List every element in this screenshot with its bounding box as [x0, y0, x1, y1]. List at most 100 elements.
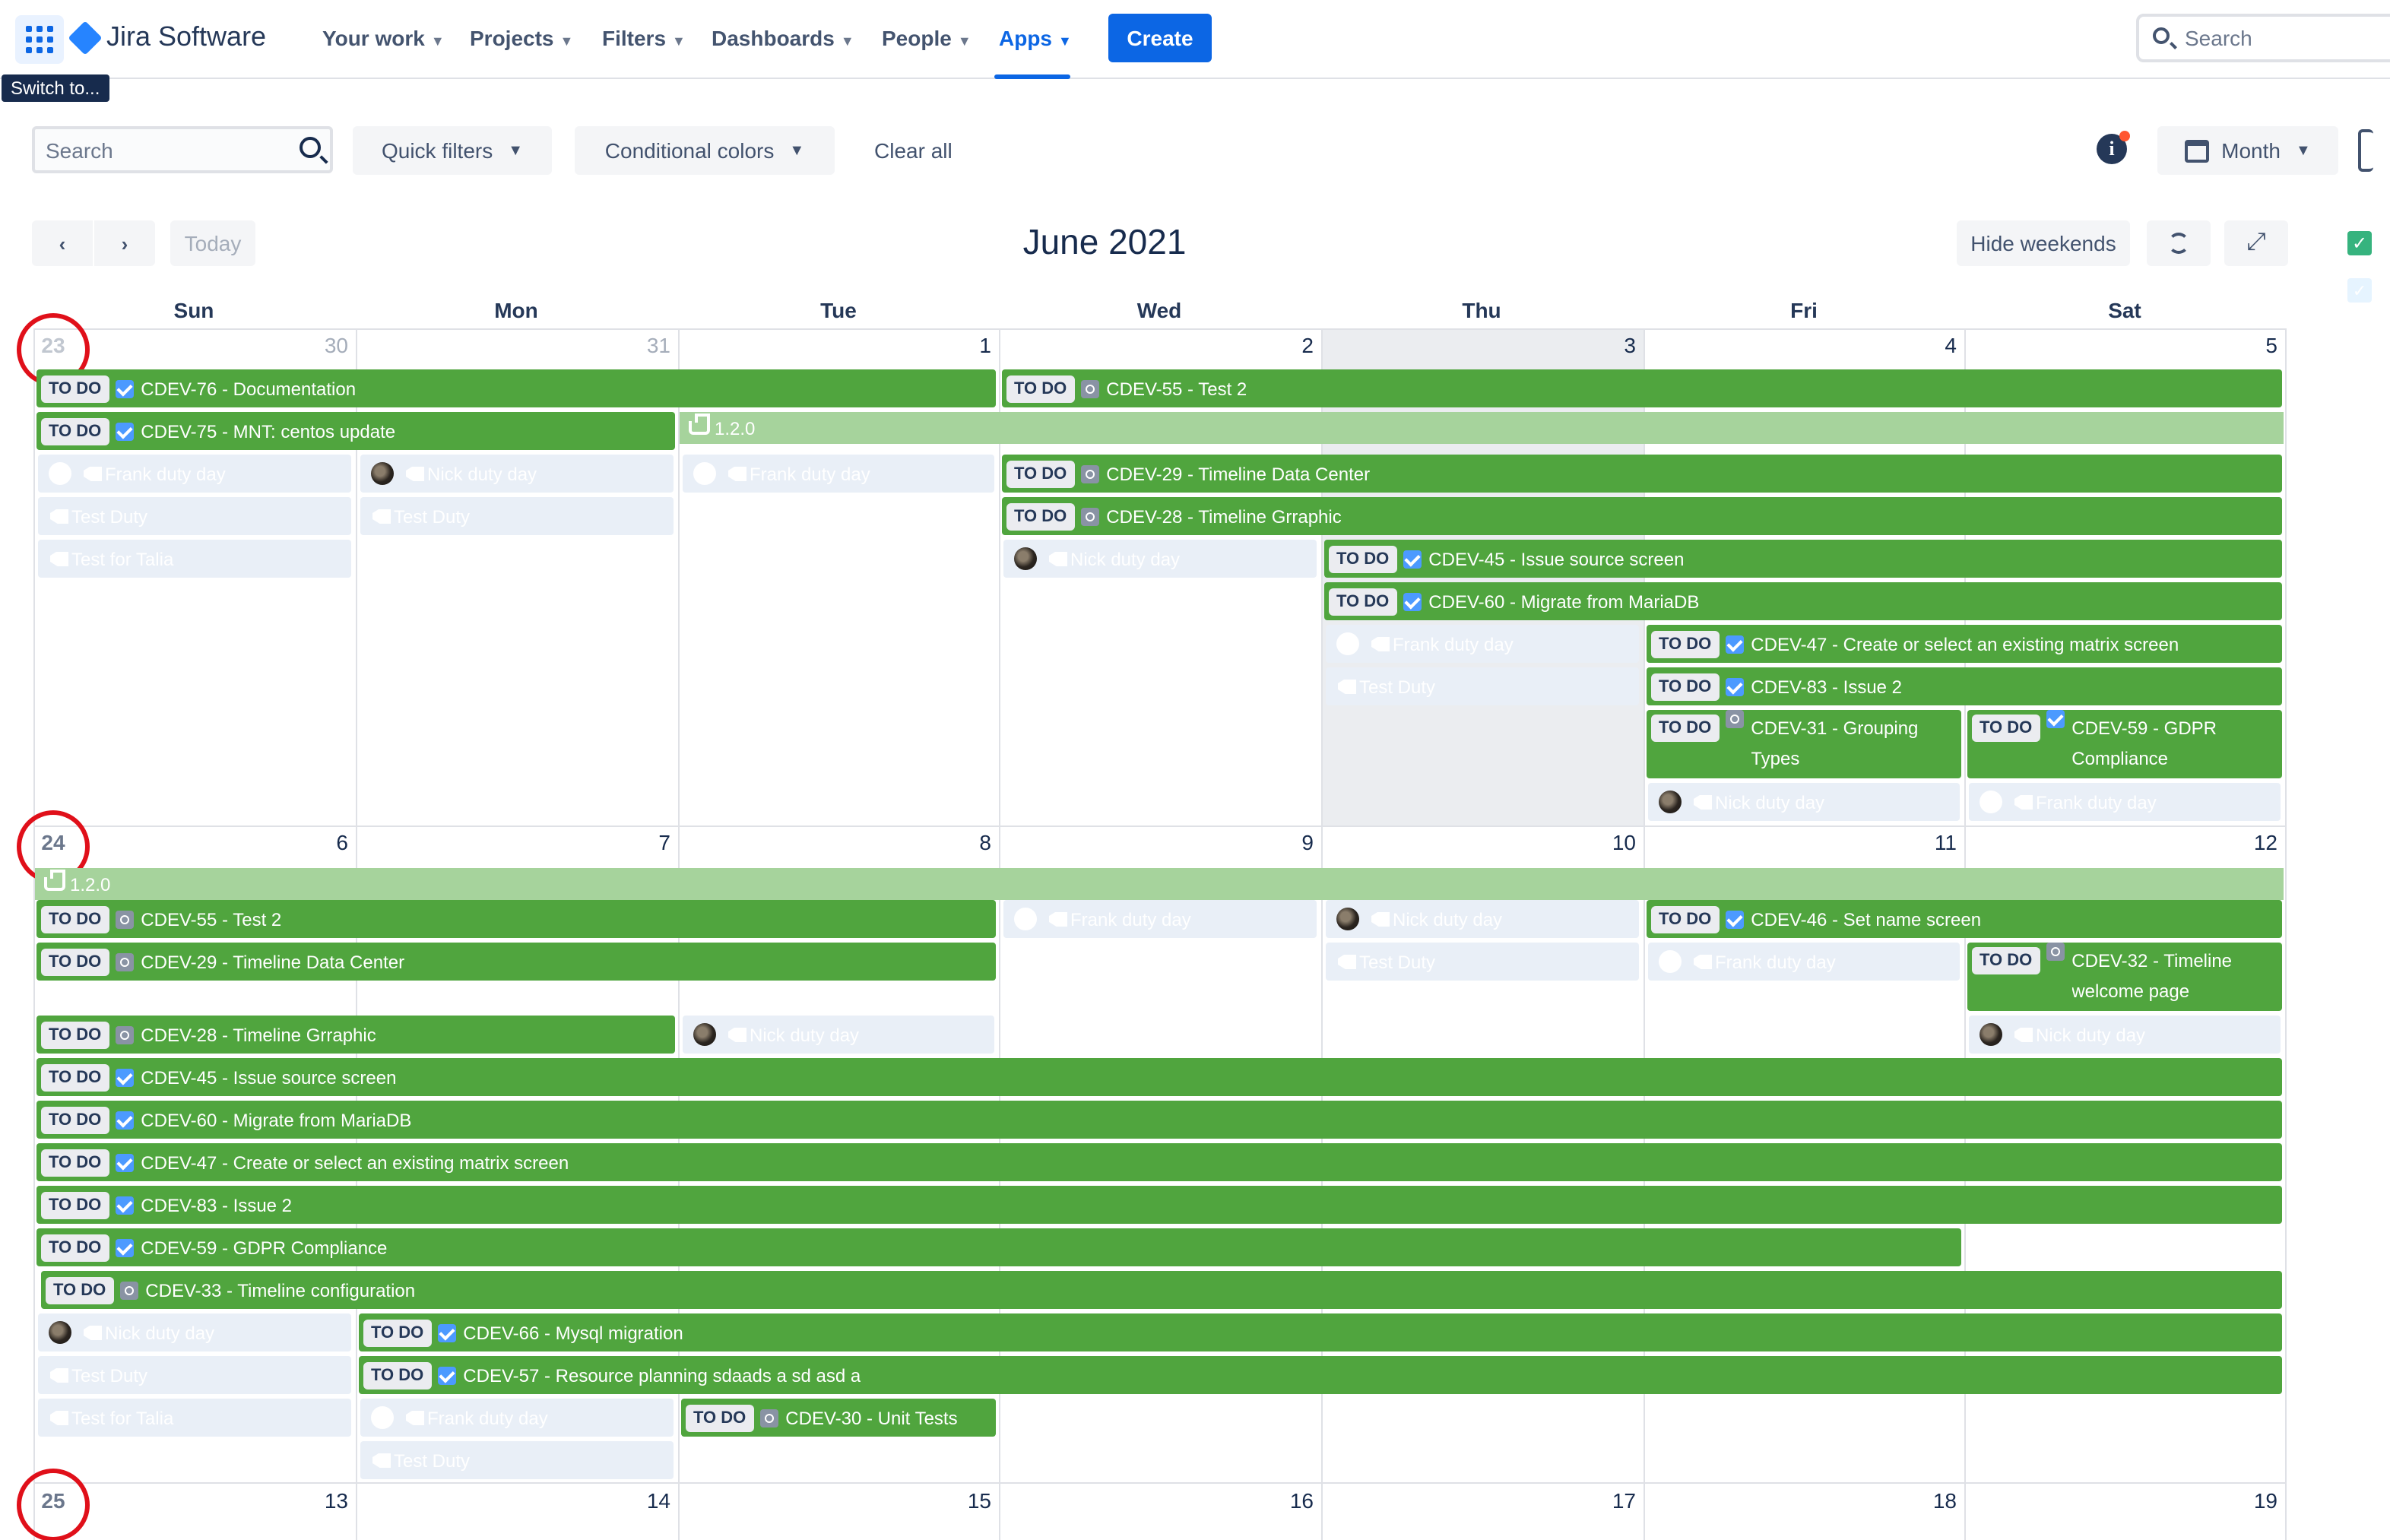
duty-event[interactable]: Nick duty day [360, 455, 674, 493]
event-bar[interactable]: TO DO CDEV-59 - GDPR Compliance [1967, 710, 2282, 778]
day-number[interactable]: 9 [1301, 830, 1314, 854]
today-button[interactable]: Today [170, 220, 255, 266]
event-bar[interactable]: TO DO CDEV-31 - Grouping Types [1647, 710, 1961, 778]
day-number[interactable]: 11 [1934, 830, 1957, 854]
day-number[interactable]: 3 [1624, 333, 1636, 357]
day-number[interactable]: 14 [646, 1488, 670, 1513]
event-bar[interactable]: TO DO CDEV-83 - Issue 2 [36, 1186, 2282, 1224]
event-bar[interactable]: TO DO CDEV-75 - MNT: centos update [36, 412, 675, 450]
nav-projects[interactable]: Projects ▼ [470, 26, 573, 50]
jira-logo[interactable]: Jira Software [68, 20, 266, 55]
duty-event[interactable]: Nick duty day [1969, 1016, 2281, 1054]
nav-dashboards[interactable]: Dashboards ▼ [712, 26, 854, 50]
duty-event[interactable]: Frank duty day [683, 455, 994, 493]
duty-event[interactable]: Nick duty day [1003, 540, 1317, 578]
day-number[interactable]: 4 [1945, 333, 1957, 357]
event-bar[interactable]: TO DO CDEV-76 - Documentation [36, 369, 996, 407]
duty-event[interactable]: Frank duty day [1648, 943, 1960, 981]
duty-event[interactable]: Frank duty day [38, 455, 351, 493]
day-number[interactable]: 15 [967, 1488, 991, 1513]
nav-apps[interactable]: Apps ▼ [999, 26, 1072, 50]
quick-filters-button[interactable]: Quick filters ▼ [353, 126, 552, 175]
duty-event[interactable]: Nick duty day [38, 1313, 351, 1351]
event-bar[interactable]: TO DO CDEV-60 - Migrate from MariaDB [1324, 582, 2282, 620]
event-bar[interactable]: TO DO CDEV-66 - Mysql migration [359, 1313, 2282, 1351]
duty-event[interactable]: Frank duty day [1326, 625, 1639, 663]
checkbox-checked-icon[interactable]: ✓ [2347, 278, 2372, 303]
event-bar[interactable]: TO DO CDEV-55 - Test 2 [1002, 369, 2282, 407]
day-number[interactable]: 7 [658, 830, 670, 854]
day-number[interactable]: 12 [2253, 830, 2277, 854]
duty-event[interactable]: Test for Talia [38, 540, 351, 578]
event-bar[interactable]: TO DO CDEV-32 - Timeline welcome page [1967, 943, 2282, 1011]
day-number[interactable]: 6 [336, 830, 348, 854]
event-bar[interactable]: TO DO CDEV-28 - Timeline Grraphic [36, 1016, 675, 1054]
global-search-input[interactable]: Search [2136, 14, 2390, 62]
day-number[interactable]: 31 [646, 333, 670, 357]
duty-event[interactable]: Frank duty day [1969, 783, 2281, 821]
duty-event[interactable]: Test Duty [1326, 943, 1639, 981]
day-number[interactable]: 10 [1612, 830, 1636, 854]
day-number[interactable]: 8 [979, 830, 991, 854]
prev-month-button[interactable]: ‹ [32, 220, 93, 266]
day-number[interactable]: 19 [2253, 1488, 2277, 1513]
status-badge: TO DO [1651, 630, 1720, 658]
day-number[interactable]: 30 [324, 333, 348, 357]
checkbox-checked-icon[interactable]: ✓ [2347, 231, 2372, 255]
event-bar[interactable]: TO DO CDEV-47 - Create or select an exist… [36, 1143, 2282, 1181]
create-button[interactable]: Create [1108, 14, 1212, 62]
side-panel-toggle[interactable] [2358, 129, 2373, 172]
duty-event[interactable]: Nick duty day [1326, 900, 1639, 938]
hide-weekends-button[interactable]: Hide weekends [1957, 220, 2130, 266]
event-bar[interactable]: TO DO CDEV-46 - Set name screen [1647, 900, 2282, 938]
day-number[interactable]: 5 [2265, 333, 2277, 357]
duty-event[interactable]: Nick duty day [1648, 783, 1960, 821]
duty-event[interactable]: Test Duty [38, 1356, 351, 1394]
event-bar[interactable]: TO DO CDEV-45 - Issue source screen [36, 1058, 2282, 1096]
fullscreen-button[interactable]: ⤢ [2224, 220, 2288, 266]
nav-people[interactable]: People ▼ [882, 26, 972, 50]
next-month-button[interactable]: › [94, 220, 155, 266]
event-bar[interactable]: TO DO CDEV-57 - Resource planning sdaads … [359, 1356, 2282, 1394]
event-bar[interactable]: TO DO CDEV-55 - Test 2 [36, 900, 996, 938]
event-bar[interactable]: TO DO CDEV-60 - Migrate from MariaDB [36, 1101, 2282, 1139]
event-bar[interactable]: TO DO CDEV-33 - Timeline configuration [41, 1271, 2282, 1309]
event-bar[interactable]: TO DO CDEV-30 - Unit Tests [681, 1399, 996, 1437]
day-number[interactable]: 16 [1289, 1488, 1314, 1513]
duty-event[interactable]: Test Duty [360, 1441, 674, 1479]
version-bar[interactable]: 1.2.0 [35, 868, 2284, 900]
nav-your-work[interactable]: Your work ▼ [322, 26, 445, 50]
clear-all-button[interactable]: Clear all [874, 138, 953, 163]
subtask-icon [1080, 379, 1099, 398]
conditional-colors-button[interactable]: Conditional colors ▼ [575, 126, 835, 175]
event-bar[interactable]: TO DO CDEV-83 - Issue 2 [1647, 667, 2282, 705]
duty-event[interactable]: Frank duty day [360, 1399, 674, 1437]
duty-event[interactable]: Test Duty [1326, 667, 1639, 705]
duty-label: Frank duty day [1070, 908, 1191, 930]
duty-event[interactable]: Frank duty day [1003, 900, 1317, 938]
tag-icon [1338, 679, 1356, 694]
event-bar[interactable]: TO DO CDEV-45 - Issue source screen [1324, 540, 2282, 578]
day-number[interactable]: 2 [1301, 333, 1314, 357]
duty-event[interactable]: Test Duty [38, 497, 351, 535]
event-bar[interactable]: TO DO CDEV-29 - Timeline Data Center [1002, 455, 2282, 493]
event-bar[interactable]: TO DO CDEV-28 - Timeline Grraphic [1002, 497, 2282, 535]
grid-row-divider [33, 825, 2285, 827]
day-number[interactable]: 13 [324, 1488, 348, 1513]
duty-event[interactable]: Test Duty [360, 497, 674, 535]
day-number[interactable]: 17 [1612, 1488, 1636, 1513]
day-number[interactable]: 1 [979, 333, 991, 357]
view-select[interactable]: Month ▼ [2157, 126, 2338, 175]
duty-event[interactable]: Test for Talia [38, 1399, 351, 1437]
event-bar[interactable]: TO DO CDEV-59 - GDPR Compliance [36, 1228, 1961, 1266]
refresh-button[interactable] [2147, 220, 2211, 266]
nav-filters[interactable]: Filters ▼ [602, 26, 686, 50]
app-switcher-button[interactable] [15, 15, 64, 64]
event-bar[interactable]: TO DO CDEV-47 - Create or select an exist… [1647, 625, 2282, 663]
day-number[interactable]: 18 [1932, 1488, 1957, 1513]
duty-event[interactable]: Nick duty day [683, 1016, 994, 1054]
status-badge: TO DO [363, 1361, 432, 1389]
event-bar[interactable]: TO DO CDEV-29 - Timeline Data Center [36, 943, 996, 981]
calendar-search-input[interactable]: Search [32, 126, 333, 173]
version-bar[interactable]: 1.2.0 [680, 412, 2284, 444]
